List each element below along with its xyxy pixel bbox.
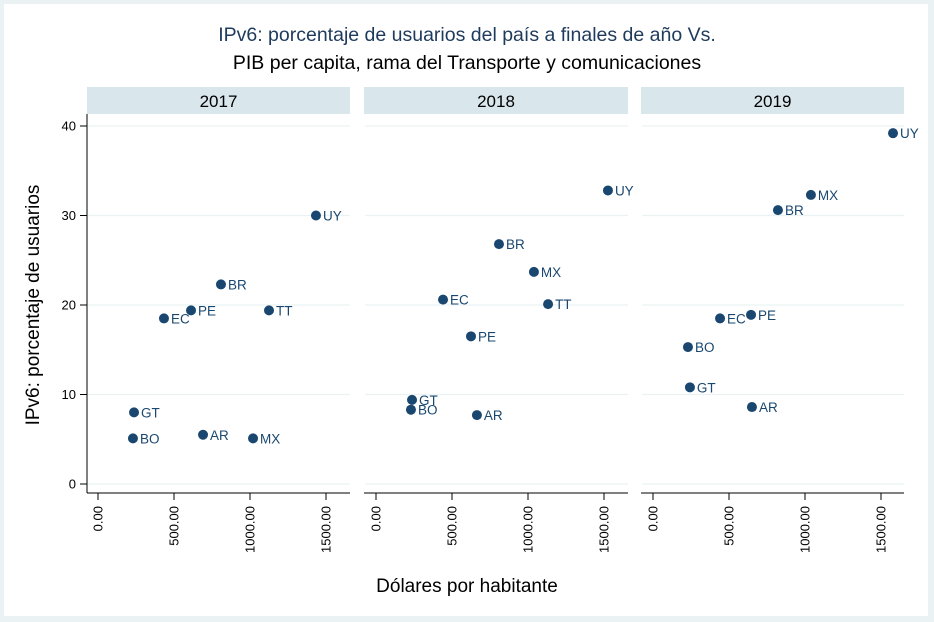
data-point-tt	[264, 305, 274, 316]
data-point-br	[493, 239, 504, 250]
panel-header-2019	[641, 87, 904, 114]
x-tick-label: 0.00	[91, 506, 106, 531]
data-point-label: GT	[419, 393, 438, 408]
y-tick-label: 30	[62, 208, 76, 223]
data-point-mx	[805, 189, 816, 200]
data-point-label: PE	[758, 308, 776, 323]
data-point-uy	[602, 185, 613, 196]
data-point-ar	[746, 402, 757, 413]
data-point-label: PE	[198, 303, 216, 318]
panel-header-2018	[364, 87, 628, 114]
y-tick-label: 40	[62, 119, 76, 134]
y-tick-label: 0	[69, 477, 76, 492]
x-tick-label: 500.00	[445, 506, 460, 546]
x-tick-label: 1500.00	[597, 506, 612, 553]
data-point-label: BO	[140, 431, 160, 446]
data-point-label: GT	[697, 380, 716, 395]
data-point-label: AR	[759, 400, 778, 415]
x-tick-label: 500.00	[722, 506, 737, 546]
data-point-label: TT	[276, 303, 293, 318]
data-point-pe	[466, 331, 476, 342]
data-point-label: EC	[450, 293, 469, 308]
data-point-ar	[471, 410, 482, 421]
panel-header-label: 2017	[200, 92, 238, 111]
panel-header-2017	[87, 87, 350, 114]
chart-title-line-1: IPv6: porcentaje de usuarios del país a …	[218, 24, 716, 46]
x-tick-label: 1000.00	[521, 506, 536, 553]
data-point-label: UY	[615, 183, 634, 198]
data-point-label: PE	[478, 329, 496, 344]
x-tick-label: 0.00	[369, 506, 384, 531]
data-point-gt	[129, 407, 140, 418]
data-point-bo	[405, 404, 416, 415]
data-point-mx	[248, 433, 259, 444]
data-point-pe	[746, 309, 757, 320]
data-point-label: AR	[484, 408, 503, 423]
data-point-pe	[186, 305, 197, 316]
x-tick-label: 1000.00	[243, 506, 258, 553]
data-point-label: GT	[141, 405, 160, 420]
data-point-label: MX	[541, 265, 561, 280]
data-point-br	[215, 279, 226, 290]
data-point-label: TT	[555, 297, 572, 312]
data-point-label: BO	[695, 340, 715, 355]
data-point-ar	[198, 429, 209, 440]
data-point-ec	[438, 294, 449, 305]
panel-header-label: 2019	[754, 92, 792, 111]
data-point-gt	[407, 394, 418, 405]
x-axis-label: Dólares por habitante	[376, 576, 558, 597]
data-point-ec	[158, 313, 169, 324]
data-point-label: UY	[323, 209, 342, 224]
x-tick-label: 1500.00	[319, 506, 334, 553]
data-point-label: EC	[727, 311, 746, 326]
data-point-bo	[682, 342, 693, 353]
panel-header-label: 2018	[477, 92, 515, 111]
data-point-label: EC	[171, 311, 190, 326]
y-tick-label: 20	[62, 298, 76, 313]
x-tick-label: 1500.00	[874, 506, 889, 553]
data-point-gt	[684, 382, 695, 393]
data-point-mx	[528, 266, 539, 277]
data-point-label: MX	[818, 188, 838, 203]
data-point-label: BR	[785, 203, 804, 218]
x-tick-label: 1000.00	[798, 506, 813, 553]
data-point-label: BR	[228, 277, 247, 292]
data-point-ec	[715, 313, 726, 324]
data-point-br	[772, 205, 783, 216]
data-point-tt	[543, 299, 554, 310]
data-point-label: MX	[260, 431, 280, 446]
data-point-uy	[310, 210, 321, 221]
data-point-label: UY	[900, 126, 919, 141]
x-tick-label: 500.00	[167, 506, 182, 546]
y-tick-label: 10	[62, 387, 76, 402]
data-point-label: AR	[210, 428, 229, 443]
data-point-label: BR	[506, 237, 525, 252]
chart-title-line-2: PIB per capita, rama del Transporte y co…	[232, 52, 702, 74]
x-tick-label: 0.00	[646, 506, 661, 531]
data-point-uy	[888, 128, 899, 139]
data-point-bo	[127, 433, 138, 444]
data-point-label: BO	[418, 403, 438, 418]
